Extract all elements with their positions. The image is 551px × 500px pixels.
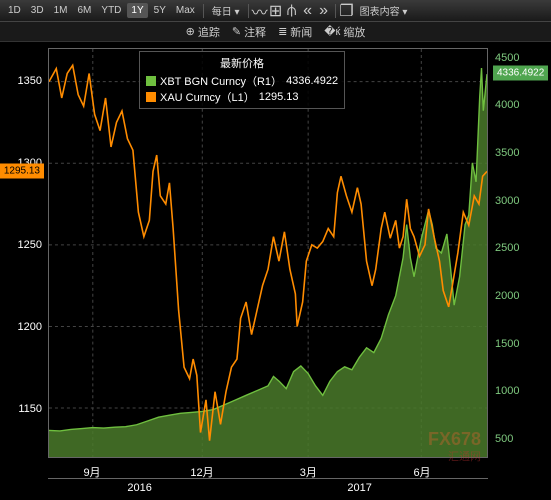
y-right-tick: 3500: [495, 147, 519, 159]
y-left-current-tag: 1295.13: [0, 163, 44, 178]
range-3d[interactable]: 3D: [27, 3, 48, 18]
chevron-left-icon[interactable]: «: [301, 4, 315, 18]
legend-value: 4336.4922: [286, 75, 338, 87]
range-toolbar: 1D3D1M6MYTD1Y5YMax 每日 ▾ 〰⊞⫛«» ❐图表内容 ▾: [0, 0, 551, 22]
layers-icon[interactable]: ❐: [340, 4, 354, 18]
y-right-current-tag: 4336.4922: [493, 66, 548, 81]
chart-line-icon[interactable]: 〰: [253, 4, 267, 18]
y-left-tick: 1150: [18, 403, 42, 415]
x-tick-year: 2016: [127, 482, 151, 494]
legend-label: XAU Curncy（L1）: [160, 89, 255, 105]
annotate-button[interactable]: ✎ 注释: [232, 24, 266, 40]
chart-candle-icon[interactable]: ⊞: [269, 4, 283, 18]
chart-area: 115012001250130013501295.13 500100015002…: [0, 42, 551, 500]
range-ytd[interactable]: YTD: [97, 3, 125, 18]
y-right-tick: 2500: [495, 242, 519, 254]
y-right-tick: 500: [495, 433, 513, 445]
track-button[interactable]: ⊕ 追踪: [186, 24, 220, 40]
range-5y[interactable]: 5Y: [150, 3, 170, 18]
legend: 最新价格 XBT BGN Curncy（R1） 4336.4922 XAU Curn…: [139, 51, 345, 109]
y-axis-left: 115012001250130013501295.13: [0, 48, 46, 458]
legend-value: 1295.13: [259, 91, 299, 103]
y-left-tick: 1350: [18, 75, 42, 87]
y-right-tick: 2000: [495, 290, 519, 302]
y-right-tick: 3000: [495, 195, 519, 207]
range-1d[interactable]: 1D: [4, 3, 25, 18]
legend-swatch-icon: [146, 76, 156, 86]
track-label: 追踪: [198, 24, 220, 40]
y-right-tick: 1500: [495, 338, 519, 350]
range-max[interactable]: Max: [172, 3, 199, 18]
zoom-button[interactable]: �ќ 缩放: [324, 24, 365, 40]
y-axis-right: 500 1000 1500 2000 2500 3000 3500 4000 4500 4336.…: [491, 48, 551, 458]
chart-svg: [49, 49, 487, 457]
legend-row-1: XAU Curncy（L1） 1295.13: [146, 89, 338, 105]
news-button[interactable]: ≣ 新闻: [278, 24, 312, 40]
watermark-sub: 汇通网: [448, 448, 481, 464]
x-axis: 9月 12月 3月 6月 2016 2017: [48, 460, 488, 500]
legend-row-0: XBT BGN Curncy（R1） 4336.4922: [146, 73, 338, 89]
legend-title: 最新价格: [146, 55, 338, 71]
y-right-tick: 4500: [495, 52, 519, 64]
x-tick: 12月: [190, 464, 213, 480]
zoom-label: 缩放: [343, 24, 365, 40]
plot-region[interactable]: 最新价格 XBT BGN Curncy（R1） 4336.4922 XAU Curn…: [48, 48, 488, 458]
chart-content-dropdown[interactable]: 图表内容 ▾: [356, 1, 412, 20]
chart-logic-icon[interactable]: ⫛: [285, 4, 299, 18]
x-tick: 9月: [83, 464, 100, 480]
x-tick: 3月: [300, 464, 317, 480]
y-left-tick: 1200: [18, 321, 42, 333]
chevron-right-icon[interactable]: »: [317, 4, 331, 18]
legend-label: XBT BGN Curncy（R1）: [160, 73, 282, 89]
annotate-label: 注释: [244, 24, 266, 40]
y-right-tick: 1000: [495, 385, 519, 397]
range-1m[interactable]: 1M: [50, 3, 72, 18]
range-6m[interactable]: 6M: [74, 3, 96, 18]
x-tick-year: 2017: [347, 482, 371, 494]
watermark: FX678: [428, 429, 481, 450]
x-tick: 6月: [413, 464, 430, 480]
legend-swatch-icon: [146, 92, 156, 102]
action-toolbar: ⊕ 追踪 ✎ 注释 ≣ 新闻 �ќ 缩放: [0, 22, 551, 42]
y-right-tick: 4000: [495, 99, 519, 111]
freq-dropdown[interactable]: 每日 ▾: [208, 1, 244, 20]
y-left-tick: 1250: [18, 239, 42, 251]
range-1y[interactable]: 1Y: [127, 3, 147, 18]
news-label: 新闻: [290, 24, 312, 40]
